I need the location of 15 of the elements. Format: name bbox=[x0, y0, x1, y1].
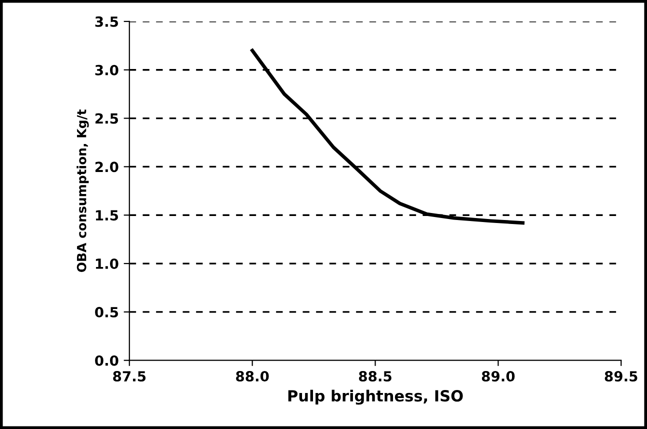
y-tick-label: 3.0 bbox=[95, 64, 118, 76]
y-tick-label: 1.0 bbox=[96, 258, 118, 270]
y-tick-label: 1.5 bbox=[96, 210, 118, 221]
y-tick-label: 0.0 bbox=[95, 355, 118, 366]
x-tick-label: 89.0 bbox=[482, 371, 515, 382]
x-tick-label: 88.5 bbox=[358, 371, 392, 382]
x-axis-title: Pulp brightness, ISO bbox=[288, 390, 463, 405]
y-tick-label: 2.5 bbox=[95, 113, 118, 124]
y-axis-title: OBA consumption, Kg/t bbox=[76, 109, 89, 272]
y-tick-label: 0.5 bbox=[95, 306, 118, 318]
x-tick-label: 88.0 bbox=[236, 371, 269, 382]
y-tick-label: 2.0 bbox=[95, 162, 118, 172]
x-tick-label: 87.5 bbox=[113, 371, 146, 382]
x-tick-label: 89.5 bbox=[604, 371, 638, 382]
y-tick-label: 3.5 bbox=[95, 16, 118, 27]
